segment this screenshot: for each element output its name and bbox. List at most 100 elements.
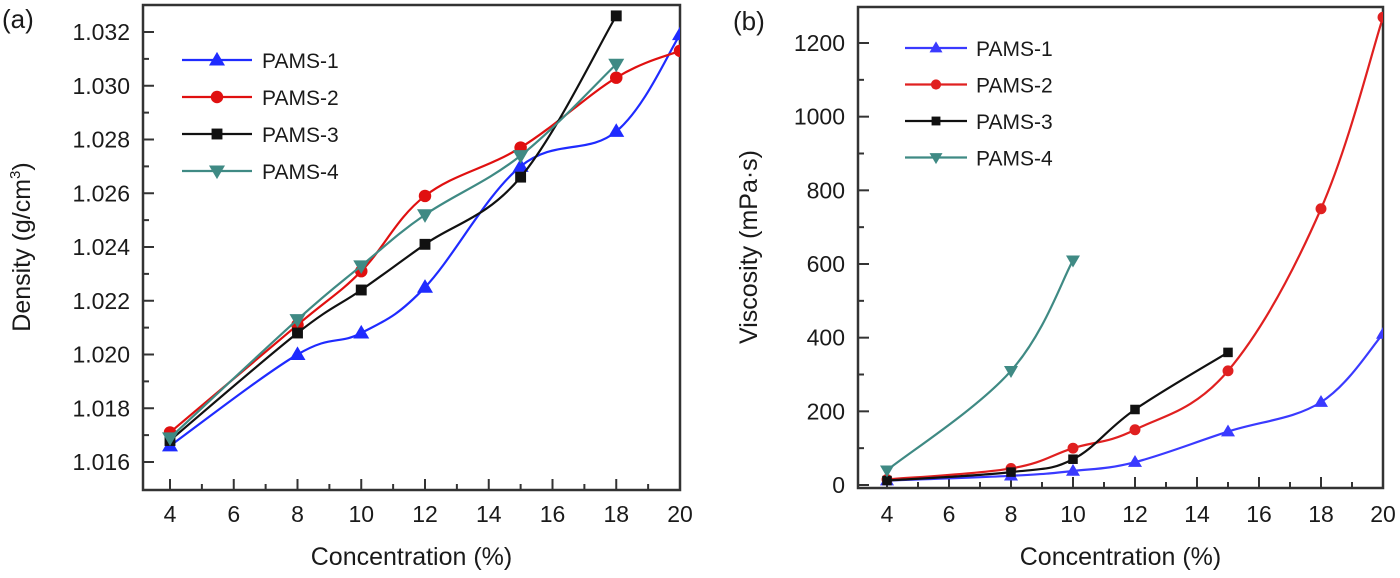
series-pams-1 <box>162 26 680 452</box>
data-point <box>1223 347 1233 358</box>
x-tick-label: 8 <box>1005 501 1018 527</box>
y-tick-label: 0 <box>832 472 845 498</box>
data-point <box>1068 454 1078 464</box>
panel-label: (b) <box>733 6 765 36</box>
y-tick-label: 1200 <box>794 30 845 56</box>
data-point <box>289 346 306 360</box>
chart-a: (a) 4 6 8 10 12 14 16 18 20 Concentration (%) 1.016… <box>2 3 693 571</box>
data-point <box>610 71 623 84</box>
x-tick-label: 18 <box>1308 501 1334 527</box>
x-tick-label: 6 <box>227 501 240 527</box>
x-tick-label: 14 <box>1184 501 1210 527</box>
legend-marker <box>929 153 943 165</box>
x-tick-label: 4 <box>164 501 177 527</box>
data-point <box>672 26 680 41</box>
x-tick-label: 14 <box>476 501 502 527</box>
plot-frame <box>856 5 1385 490</box>
legend-label: PAMS-2 <box>976 75 1053 98</box>
data-point <box>512 150 529 164</box>
data-point <box>608 123 625 137</box>
data-point <box>419 238 431 250</box>
y-tick-label: 1.022 <box>72 288 130 314</box>
y-title-superscript: 3 <box>7 171 24 179</box>
data-point <box>880 465 894 478</box>
data-point <box>1377 11 1383 23</box>
x-tick-label: 12 <box>1122 501 1148 527</box>
plot-frame <box>141 3 682 492</box>
series-pams-4 <box>880 255 1080 478</box>
data-point <box>289 314 306 328</box>
x-axis-title: Concentration (%) <box>311 543 512 571</box>
legend-item: PAMS-2 <box>905 75 1053 98</box>
data-point <box>512 158 529 172</box>
data-point <box>1376 326 1383 339</box>
x-tick-label: 20 <box>667 501 693 527</box>
y-tick-label: 1.028 <box>72 127 130 153</box>
x-axis: 4 6 8 10 12 14 16 18 20 Concentration (%) <box>881 477 1396 571</box>
y-tick-label: 1.026 <box>72 180 130 206</box>
legend-label: PAMS-1 <box>262 50 339 73</box>
legend-item: PAMS-2 <box>182 87 339 110</box>
legend-marker <box>930 79 942 90</box>
y-tick-label: 1.016 <box>72 449 130 475</box>
data-point <box>292 327 303 339</box>
legend-item: PAMS-3 <box>182 124 339 147</box>
data-point <box>417 279 433 293</box>
legend-marker <box>929 41 943 53</box>
legend-marker <box>210 90 224 104</box>
series-pams-3 <box>882 347 1233 486</box>
legend-marker <box>209 51 225 66</box>
series-line <box>169 15 618 442</box>
data-point <box>608 58 625 73</box>
x-tick-label: 6 <box>943 501 956 527</box>
y-tick-label: 200 <box>807 398 845 424</box>
legend: PAMS-1 PAMS-2 PAMS-3 PAMS-4 <box>905 38 1053 171</box>
legend-item: PAMS-1 <box>905 38 1053 61</box>
legend-label: PAMS-3 <box>262 124 339 147</box>
series-line <box>886 259 1074 472</box>
data-point <box>1004 366 1018 378</box>
data-point <box>515 171 527 183</box>
legend: PAMS-1 PAMS-2 PAMS-3 PAMS-4 <box>182 50 339 184</box>
y-tick-label: 600 <box>807 251 845 277</box>
x-tick-label: 18 <box>603 501 629 527</box>
legend-marker <box>211 128 223 140</box>
y-axis-title: Viscosity (mPa·s) <box>735 150 763 344</box>
legend-label: PAMS-2 <box>262 87 339 110</box>
chart-b: (b) 4 6 8 10 12 14 16 18 20 Concentration (%) 0 200 4… <box>733 5 1396 571</box>
data-point <box>355 284 367 296</box>
y-tick-label: 1.032 <box>72 19 130 45</box>
y-tick-label: 1000 <box>794 104 845 130</box>
legend-item: PAMS-4 <box>182 161 339 184</box>
data-point <box>162 432 178 446</box>
data-point <box>1314 394 1328 407</box>
data-point <box>353 260 370 274</box>
data-point <box>417 209 433 223</box>
legend-marker <box>931 116 941 126</box>
y-tick-label: 1.024 <box>72 234 130 260</box>
data-point <box>1315 203 1327 215</box>
data-point <box>353 324 370 339</box>
data-point <box>610 10 622 22</box>
x-tick-label: 16 <box>540 501 566 527</box>
data-point <box>1066 255 1080 268</box>
x-axis-title: Concentration (%) <box>1020 543 1221 571</box>
data-point <box>1006 467 1016 477</box>
y-axis-title: Density (g/cm3) <box>7 162 36 331</box>
legend-label: PAMS-1 <box>976 38 1053 61</box>
x-axis: 4 6 8 10 12 14 16 18 20 Concentration (%) <box>164 479 693 571</box>
panel-label: (a) <box>2 4 34 34</box>
data-point <box>1129 424 1141 436</box>
y-axis: 1.016 1.018 1.020 1.022 1.024 1.026 1.028 1.030… <box>7 19 154 475</box>
legend-label: PAMS-4 <box>262 161 339 184</box>
data-point <box>882 475 892 486</box>
y-axis: 0 200 400 600 800 1000 1200 Viscosity (mPa·s) <box>735 30 869 498</box>
y-tick-label: 1.018 <box>72 395 130 421</box>
legend-item: PAMS-3 <box>905 111 1053 134</box>
data-point <box>1067 442 1079 454</box>
series-line <box>886 351 1229 482</box>
data-point <box>418 189 432 203</box>
data-point <box>1128 455 1142 467</box>
series-pams-4 <box>162 58 625 446</box>
